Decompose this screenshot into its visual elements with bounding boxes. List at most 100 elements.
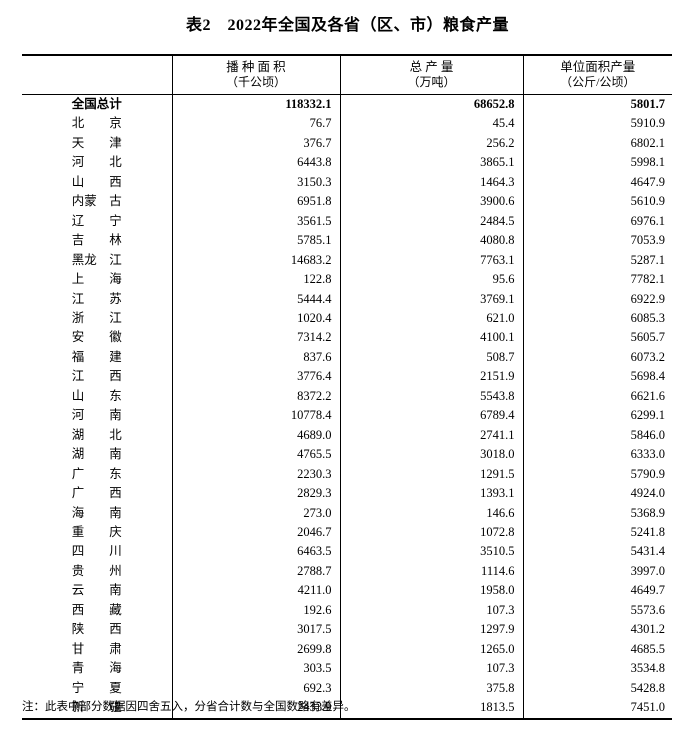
- cell-yield-per-area: 5605.7: [630, 330, 665, 345]
- table-row: 全国总计 118332.1 68652.8 5801.7: [22, 94, 672, 115]
- cell-sown-area: 5444.4: [172, 289, 341, 309]
- table-row: 陕 西 3017.5 1297.9 4301.2: [22, 620, 672, 640]
- cell-total-output: 1464.3: [340, 172, 524, 193]
- grain-production-table: 播 种 面 积 （千公顷） 总 产 量 （万吨） 单位面积产量 （公斤/公顷） …: [22, 54, 672, 720]
- table-row: 北 京 76.7 45.4 5910.9: [22, 114, 672, 134]
- column-header-yield-per-area: 单位面积产量 （公斤/公顷）: [523, 54, 672, 95]
- cell-region: 西 藏: [22, 600, 173, 621]
- cell-yield-per-area: 6621.6: [630, 388, 665, 403]
- cell-region: 四 川: [22, 542, 173, 562]
- cell-region: 陕 西: [22, 620, 173, 640]
- table-row: 山 东 8372.2 5543.8 6621.6: [22, 386, 672, 407]
- cell-yield-per-area: 7782.1: [630, 272, 665, 287]
- cell-yield-per-area: 5241.8: [630, 524, 665, 539]
- table-row: 天 津 376.7 256.2 6802.1: [22, 133, 672, 154]
- cell-yield-per-area: 3997.0: [630, 563, 665, 578]
- cell-region: 河 北: [22, 153, 173, 173]
- cell-sown-area: 303.5: [172, 659, 341, 679]
- cell-sown-area: 122.8: [172, 270, 341, 290]
- cell-sown-area: 3561.5: [172, 211, 341, 232]
- cell-sown-area: 3017.5: [172, 620, 341, 640]
- cell-sown-area: 6463.5: [172, 542, 341, 562]
- column-header-region: [22, 54, 173, 95]
- cell-sown-area: 7314.2: [172, 328, 341, 348]
- cell-total-output: 7763.1: [340, 250, 524, 271]
- cell-yield-per-area: 6922.9: [630, 291, 665, 306]
- cell-region: 辽 宁: [22, 211, 173, 232]
- cell-yield-per-area: 5428.8: [630, 680, 665, 695]
- table-row: 江 苏 5444.4 3769.1 6922.9: [22, 289, 672, 309]
- cell-region: 广 东: [22, 464, 173, 485]
- column-header-sown-area-unit: （千公顷）: [225, 75, 286, 89]
- cell-sown-area: 1020.4: [172, 308, 341, 329]
- cell-total-output: 1291.5: [340, 464, 524, 485]
- table-row: 黑龙 江 14683.2 7763.1 5287.1: [22, 250, 672, 271]
- cell-total-output: 4080.8: [340, 231, 524, 251]
- cell-yield-per-area: 5287.1: [630, 252, 665, 267]
- cell-total-output: 508.7: [340, 347, 524, 368]
- cell-region: 黑龙 江: [22, 250, 173, 271]
- cell-yield-per-area: 5610.9: [630, 194, 665, 209]
- cell-sown-area: 2788.7: [172, 561, 341, 582]
- cell-region: 福 建: [22, 347, 173, 368]
- table-row: 辽 宁 3561.5 2484.5 6976.1: [22, 211, 672, 232]
- cell-sown-area: 273.0: [172, 503, 341, 523]
- table-row: 湖 南 4765.5 3018.0 6333.0: [22, 445, 672, 465]
- table-row: 海 南 273.0 146.6 5368.9: [22, 503, 672, 523]
- cell-yield-per-area: 6976.1: [630, 213, 665, 228]
- cell-region: 江 苏: [22, 289, 173, 309]
- cell-sown-area: 4765.5: [172, 445, 341, 465]
- cell-sown-area: 6443.8: [172, 153, 341, 173]
- cell-yield-per-area: 3534.8: [630, 661, 665, 676]
- cell-region: 河 南: [22, 406, 173, 426]
- table-row: 福 建 837.6 508.7 6073.2: [22, 347, 672, 368]
- cell-total-output: 1114.6: [340, 561, 524, 582]
- cell-total-output: 1265.0: [340, 639, 524, 660]
- column-header-total-output: 总 产 量 （万吨）: [340, 54, 524, 95]
- cell-yield-per-area: 5801.7: [630, 97, 665, 111]
- cell-region: 江 西: [22, 367, 173, 387]
- table-row: 上 海 122.8 95.6 7782.1: [22, 270, 672, 290]
- cell-yield-per-area: 7053.9: [630, 233, 665, 248]
- cell-total-output: 1813.5: [340, 698, 524, 720]
- cell-region: 宁 夏: [22, 678, 173, 699]
- cell-sown-area: 14683.2: [172, 250, 341, 271]
- cell-yield-per-area: 4647.9: [630, 174, 665, 189]
- cell-sown-area: 2829.3: [172, 484, 341, 504]
- table-header-row: 播 种 面 积 （千公顷） 总 产 量 （万吨） 单位面积产量 （公斤/公顷）: [22, 54, 672, 95]
- cell-total-output: 6789.4: [340, 406, 524, 426]
- column-header-total-output-main: 总 产 量: [409, 60, 454, 74]
- table-header: 播 种 面 积 （千公顷） 总 产 量 （万吨） 单位面积产量 （公斤/公顷）: [22, 54, 672, 95]
- cell-total-output: 107.3: [340, 600, 524, 621]
- cell-total-output: 3900.6: [340, 192, 524, 212]
- cell-region: 内蒙 古: [22, 192, 173, 212]
- cell-total-output: 3769.1: [340, 289, 524, 309]
- cell-yield-per-area: 6333.0: [630, 447, 665, 462]
- cell-yield-per-area: 7451.0: [523, 698, 672, 720]
- table-row: 湖 北 4689.0 2741.1 5846.0: [22, 425, 672, 446]
- cell-yield-per-area: 5368.9: [630, 505, 665, 520]
- cell-total-output: 68652.8: [340, 94, 524, 115]
- cell-sown-area: 837.6: [172, 347, 341, 368]
- cell-total-output: 3865.1: [340, 153, 524, 173]
- cell-sown-area: 2433.9: [172, 698, 341, 720]
- cell-sown-area: 192.6: [172, 600, 341, 621]
- column-header-total-output-unit: （万吨）: [407, 75, 456, 89]
- cell-sown-area: 6951.8: [172, 192, 341, 212]
- cell-region: 湖 北: [22, 425, 173, 446]
- cell-yield-per-area: 6085.3: [630, 310, 665, 325]
- cell-total-output: 1297.9: [340, 620, 524, 640]
- cell-region: 天 津: [22, 133, 173, 154]
- cell-region: 上 海: [22, 270, 173, 290]
- cell-total-output: 2484.5: [340, 211, 524, 232]
- table-row: 重 庆 2046.7 1072.8 5241.8: [22, 522, 672, 543]
- cell-yield-per-area: 6073.2: [630, 349, 665, 364]
- cell-total-output: 4100.1: [340, 328, 524, 348]
- table-row: 河 南 10778.4 6789.4 6299.1: [22, 406, 672, 426]
- cell-yield-per-area: 4685.5: [630, 641, 665, 656]
- table-row: 河 北 6443.8 3865.1 5998.1: [22, 153, 672, 173]
- table-row: 甘 肃 2699.8 1265.0 4685.5: [22, 639, 672, 660]
- cell-region: 浙 江: [22, 308, 173, 329]
- cell-region: 山 东: [22, 386, 173, 407]
- column-header-sown-area-main: 播 种 面 积: [226, 60, 286, 74]
